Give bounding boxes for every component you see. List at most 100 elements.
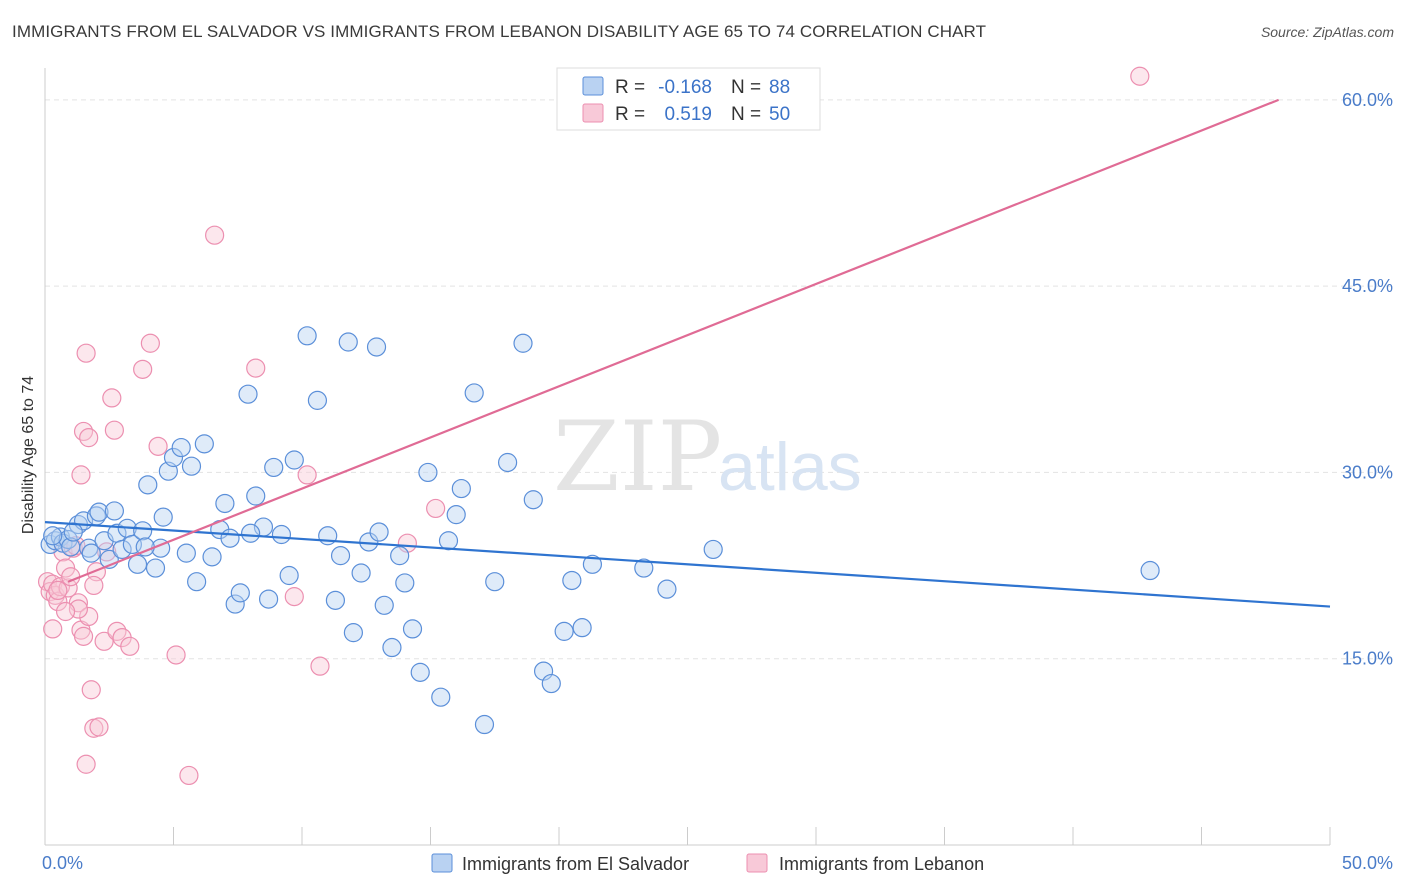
lebanon-point-9 <box>61 567 81 587</box>
lebanon-point-24 <box>120 636 140 656</box>
el-salvador-point-43 <box>271 524 292 545</box>
legend-blue-r-label: R = <box>615 77 645 98</box>
lebanon-point-29 <box>179 765 199 786</box>
x-tick-labels: 0.0% 50.0% <box>42 853 1393 873</box>
el-salvador-point-19 <box>127 554 148 574</box>
el-salvador-point-26 <box>163 447 184 468</box>
lebanon-point-25 <box>133 359 153 379</box>
lebanon-point-42 <box>104 420 124 440</box>
el-salvador-point-74 <box>554 621 574 641</box>
el-salvador-point-68 <box>485 572 505 592</box>
el-salvador-point-45 <box>284 450 304 470</box>
el-salvador-point-20 <box>133 521 153 541</box>
el-salvador-point-9 <box>81 543 101 563</box>
el-salvador-point-46 <box>297 326 317 346</box>
bottom-legend-blue-swatch <box>431 853 453 873</box>
el-salvador-point-76 <box>572 618 592 638</box>
el-salvador-point-34 <box>215 493 235 514</box>
lebanon-point-28 <box>166 645 186 665</box>
lebanon-point-21 <box>102 388 122 408</box>
el-salvador-point-57 <box>382 637 402 658</box>
el-salvador-point-16 <box>112 539 132 560</box>
legend-pink-r-label: R = <box>615 104 645 125</box>
legend-pink-r-value: 0.519 <box>664 104 712 125</box>
y-tick-label-2: 45.0% <box>1342 276 1393 296</box>
el-salvador-point-62 <box>418 462 438 483</box>
bottom-legend-blue-label: Immigrants from El Salvador <box>462 854 689 874</box>
watermark: ZIP atlas <box>553 401 862 513</box>
el-salvador-point-21 <box>138 475 158 495</box>
legend-blue-n-label: N = <box>731 77 761 98</box>
y-tick-label-3: 60.0% <box>1342 90 1393 110</box>
lebanon-point-34 <box>310 656 330 676</box>
el-salvador-point-59 <box>395 573 415 593</box>
el-salvador-point-78 <box>634 558 654 578</box>
lebanon-point-26 <box>140 333 160 353</box>
watermark-zip: ZIP <box>553 401 722 513</box>
bottom-legend-pink-swatch <box>746 853 768 873</box>
el-salvador-point-80 <box>703 539 723 560</box>
legend-pink-n-label: N = <box>731 104 761 125</box>
y-tick-label-1: 30.0% <box>1342 462 1393 482</box>
y-axis-title: Disability Age 65 to 74 <box>20 376 37 534</box>
el-salvador-point-29 <box>181 456 202 476</box>
el-salvador-point-47 <box>307 390 328 410</box>
lebanon-point-2 <box>43 574 63 594</box>
el-salvador-point-52 <box>343 623 363 643</box>
lebanon-point-19 <box>89 717 109 737</box>
el-salvador-point-35 <box>220 528 240 548</box>
lebanon-point-47 <box>55 601 76 622</box>
el-salvador-point-27 <box>171 437 191 458</box>
lebanon-point-49 <box>97 542 117 562</box>
legend-pink-n-value: 50 <box>769 104 790 125</box>
lebanon-point-39 <box>73 421 94 442</box>
el-salvador-point-79 <box>657 579 677 599</box>
el-salvador-point-24 <box>153 507 173 527</box>
el-salvador-point-31 <box>194 434 214 454</box>
el-salvador-point-8 <box>79 538 99 558</box>
el-salvador-point-60 <box>402 619 423 639</box>
series-el-salvador-points <box>40 326 1160 735</box>
el-salvador-point-70 <box>513 333 533 353</box>
lebanon-point-37 <box>1130 66 1150 86</box>
lebanon-point-1 <box>40 582 60 602</box>
lebanon-point-45 <box>76 754 96 774</box>
top-legend: R = -0.168 N = 88 R = 0.519 N = 50 <box>556 67 821 131</box>
lebanon-point-22 <box>107 621 127 641</box>
el-salvador-point-55 <box>366 337 387 357</box>
el-salvador-point-56 <box>374 595 394 615</box>
el-salvador-point-22 <box>145 558 166 578</box>
lebanon-point-43 <box>43 619 63 639</box>
lebanon-point-40 <box>71 465 91 485</box>
el-salvador-point-41 <box>258 589 279 609</box>
lebanon-point-48 <box>84 575 104 596</box>
lebanon-point-46 <box>48 580 68 601</box>
lebanon-point-32 <box>284 587 304 607</box>
el-salvador-point-82 <box>43 526 63 546</box>
lebanon-point-16 <box>81 680 101 700</box>
y-tick-labels: 15.0% 30.0% 45.0% 60.0% <box>1342 90 1393 669</box>
chart-title: IMMIGRANTS FROM EL SALVADOR VS IMMIGRANT… <box>12 22 987 41</box>
el-salvador-point-53 <box>351 563 371 583</box>
el-salvador-point-67 <box>474 714 495 735</box>
el-salvador-point-69 <box>498 452 518 473</box>
el-salvador-point-61 <box>410 662 430 682</box>
el-salvador-point-11 <box>89 502 109 522</box>
lebanon-point-31 <box>246 358 266 378</box>
lebanon-trend-line <box>67 98 1280 583</box>
el-salvador-point-49 <box>325 590 346 610</box>
el-salvador-point-66 <box>464 383 484 403</box>
legend-blue-r-value: -0.168 <box>658 77 712 98</box>
legend-blue-swatch <box>582 76 604 96</box>
legend-blue-n-value: 88 <box>769 77 790 98</box>
lebanon-point-20 <box>94 631 114 651</box>
el-salvador-point-28 <box>176 543 196 563</box>
lebanon-point-30 <box>205 225 225 245</box>
x-tick-label-1: 50.0% <box>1342 853 1393 873</box>
el-salvador-point-86 <box>446 505 466 525</box>
el-salvador-point-77 <box>582 554 603 574</box>
trend-lines <box>44 98 1331 608</box>
el-salvador-point-64 <box>438 531 459 551</box>
el-salvador-point-36 <box>225 594 245 614</box>
